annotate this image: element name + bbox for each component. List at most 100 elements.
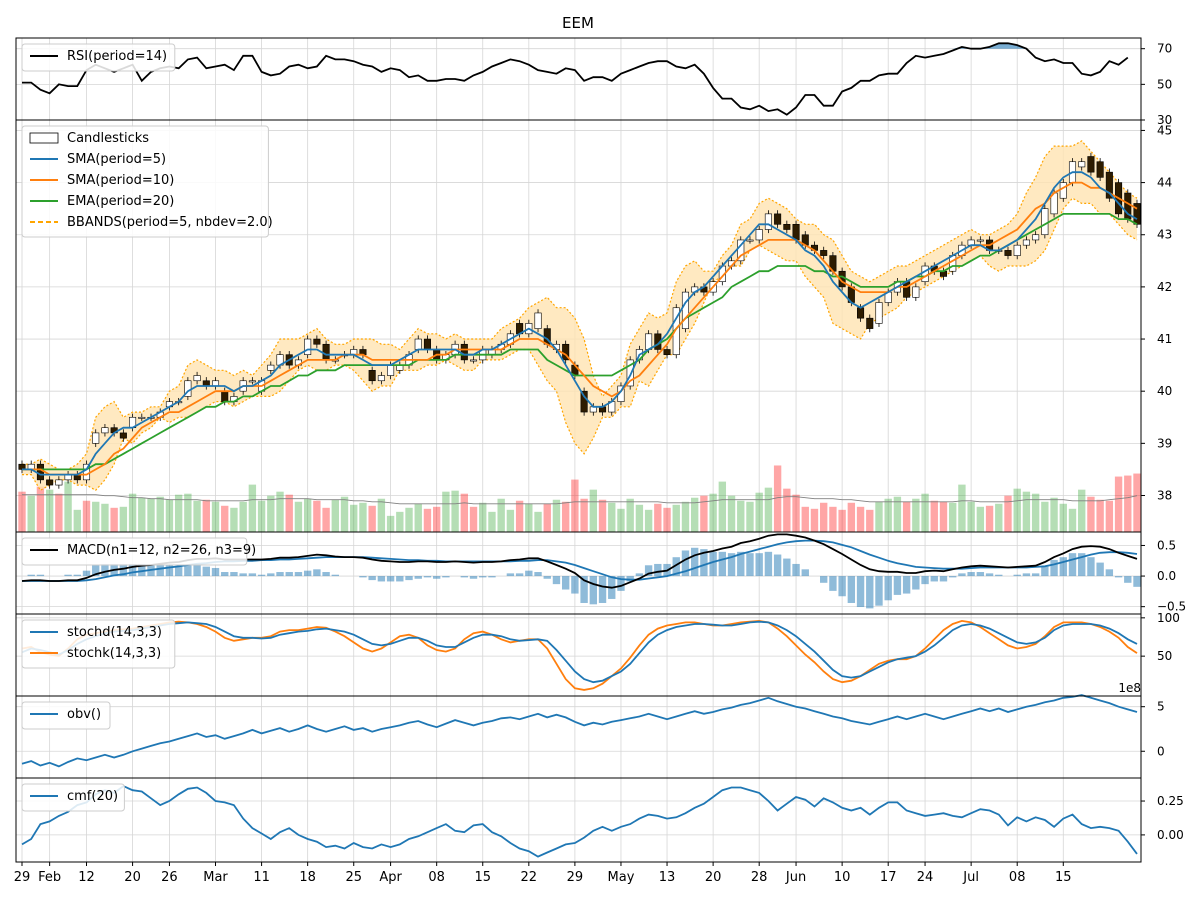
candle-body	[949, 255, 957, 272]
macd-hist-bar	[460, 576, 468, 578]
price-ytick-label: 45	[1157, 123, 1172, 137]
volume-bar	[543, 503, 551, 532]
volume-bar	[377, 498, 386, 532]
stoch-frame	[15, 613, 1142, 697]
macd-hist-bar	[792, 563, 800, 577]
macd-hist-bar	[377, 576, 386, 582]
volume-bar	[875, 501, 883, 532]
candle-body	[921, 265, 929, 282]
x-tick-label: 11	[253, 870, 270, 885]
macd-hist-bar	[193, 565, 201, 577]
volume-bar	[737, 500, 745, 532]
x-tick-label: Jul	[962, 870, 979, 885]
volume-bar	[322, 507, 330, 532]
stoch-legend-box	[21, 619, 176, 669]
price-ytick-label: 43	[1157, 228, 1172, 242]
volume-bar	[156, 496, 164, 532]
candle-body	[626, 359, 634, 387]
x-tick-label: May	[608, 870, 635, 885]
macd-hist-bar	[257, 574, 266, 577]
macd-hist-bar	[165, 565, 174, 577]
volume-bar	[995, 503, 1003, 532]
volume-bar	[866, 509, 874, 532]
volume-bar	[608, 502, 616, 532]
candle-body	[193, 375, 201, 382]
volume-bar	[128, 493, 137, 532]
macd-hist-bar	[174, 566, 183, 577]
volume-bar	[45, 489, 54, 532]
volume-bar	[313, 500, 321, 532]
volume-bar	[810, 508, 819, 532]
sma5-line	[22, 171, 1138, 476]
macd-hist-bar	[921, 576, 929, 585]
macd-hist-bar	[773, 554, 782, 577]
volume-bar	[515, 500, 524, 532]
macd-hist-bar	[847, 576, 856, 603]
macd-hist-bar	[1022, 573, 1031, 577]
macd-hist-bar	[294, 572, 303, 577]
price-legend-label: BBANDS(period=5, nbdev=2.0)	[67, 215, 273, 230]
candle-body	[737, 239, 745, 262]
volume-bar	[1114, 476, 1123, 532]
price-ytick-label: 44	[1157, 176, 1172, 190]
candle-body	[313, 338, 321, 345]
candle-body	[1096, 161, 1104, 178]
price-ytick-label: 40	[1157, 384, 1172, 398]
candle-body	[1004, 250, 1012, 256]
candle-body	[755, 229, 763, 241]
sma10-line	[22, 181, 1138, 476]
volume-bar	[654, 503, 662, 532]
macd-hist-bar	[958, 573, 966, 577]
volume-bar	[101, 503, 109, 532]
volume-bar	[92, 501, 100, 532]
macd-hist-bar	[386, 576, 395, 582]
macd-hist-bar	[875, 576, 883, 606]
macd-hist-bar	[128, 563, 137, 577]
macd-hist-bar	[202, 566, 210, 577]
volume-bar	[497, 498, 505, 532]
stochk-line	[21, 619, 1138, 691]
macd-hist-bar	[737, 551, 745, 577]
macd-hist-bar	[423, 576, 432, 578]
macd-hist-bar	[838, 576, 846, 597]
macd-hist-bar	[995, 574, 1003, 577]
macd-hist-bar	[681, 550, 690, 577]
volume-bar	[193, 500, 201, 532]
macd-hist-bar	[1041, 566, 1049, 577]
obv-ytick-label: 0	[1157, 744, 1165, 758]
volume-bar	[211, 501, 220, 532]
macd-hist-bar	[1031, 573, 1040, 577]
candle-body	[866, 317, 874, 329]
candle-body	[976, 239, 984, 242]
price-ytick-label: 42	[1157, 280, 1172, 294]
x-tick-label: 08	[1009, 870, 1026, 885]
macd-hist-bar	[598, 576, 607, 603]
volume-bar	[1041, 501, 1049, 532]
price-legend-label: SMA(period=10)	[67, 173, 174, 188]
macd-hist-bar	[248, 573, 257, 577]
macd-hist-bar	[1078, 553, 1086, 577]
macd-hist-bar	[561, 576, 570, 590]
macd-hist-bar	[534, 572, 542, 577]
x-tick-label: 13	[659, 870, 676, 885]
macd-hist-bar	[27, 574, 35, 577]
macd-hist-bar	[1133, 576, 1141, 587]
macd-hist-bar	[432, 576, 441, 579]
volume-bar	[165, 499, 174, 532]
macd-hist-bar	[543, 576, 551, 579]
macd-hist-bar	[552, 576, 561, 585]
candle-body	[304, 338, 312, 355]
candle-body	[1087, 156, 1095, 173]
macd-hist-bar	[92, 565, 100, 577]
candle-body	[470, 359, 478, 362]
rsi-legend-box	[21, 43, 176, 72]
macd-hist-bar	[156, 565, 164, 577]
volume-bar	[1068, 508, 1077, 532]
volume-bar	[893, 496, 902, 532]
volume-bar	[147, 498, 155, 532]
volume-bar	[267, 495, 275, 532]
macd-hist-bar	[1013, 574, 1021, 577]
macd-hist-bar	[912, 576, 920, 590]
volume-bar	[626, 498, 634, 532]
volume-bar	[884, 498, 892, 532]
